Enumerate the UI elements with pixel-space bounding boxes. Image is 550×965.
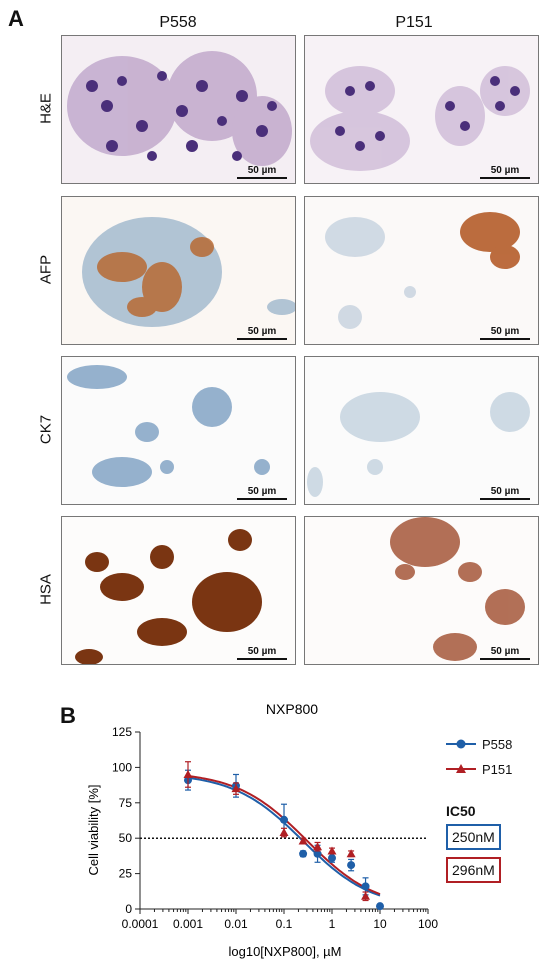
data-point-p558: [361, 882, 370, 891]
ic50-value-p151: 296nM: [446, 857, 501, 883]
chart-legend: P558 P151: [446, 734, 546, 779]
x-tick-label: 1: [329, 917, 336, 931]
data-point-p558: [347, 861, 356, 870]
panel-b-label: B: [60, 703, 76, 728]
x-tick-label: 0.0001: [122, 917, 159, 931]
legend-item-p151: P151: [446, 759, 546, 779]
y-tick-label: 75: [119, 796, 133, 810]
scale-bar: 50 µm: [237, 326, 287, 340]
micrograph-afp-p151: 50 µm: [304, 196, 539, 345]
micrograph-he-p558: 50 µm: [61, 35, 296, 184]
micrograph-afp-p558: 50 µm: [61, 196, 296, 345]
scale-bar: 50 µm: [237, 646, 287, 660]
data-point-p558: [313, 849, 322, 858]
y-tick-label: 125: [112, 725, 132, 739]
data-point-p151: [231, 784, 241, 793]
y-tick-label: 50: [119, 831, 133, 845]
scale-bar: 50 µm: [480, 486, 530, 500]
row-label-hsa: HSA: [37, 574, 55, 605]
scale-bar: 50 µm: [237, 165, 287, 179]
scale-bar: 50 µm: [237, 486, 287, 500]
micrograph-ck7-p558: 50 µm: [61, 356, 296, 505]
dose-response-chart: NXP800 Cell viability [%] log10[NXP800],…: [86, 701, 438, 959]
data-point-p558: [328, 854, 336, 863]
chart-title: NXP800: [266, 701, 318, 717]
data-point-p151: [279, 828, 289, 837]
data-point-p151: [346, 849, 356, 858]
data-point-p151: [361, 891, 371, 900]
micrograph-hsa-p151: 50 µm: [304, 516, 539, 665]
data-point-p151: [313, 842, 323, 851]
scale-bar: 50 µm: [480, 646, 530, 660]
data-point-p558: [280, 815, 288, 824]
y-tick-label: 100: [112, 760, 132, 774]
legend-marker-circle: [446, 739, 476, 749]
x-tick-label: 0.1: [276, 917, 293, 931]
ic50-title: IC50: [446, 803, 476, 819]
column-title-p151: P151: [395, 14, 433, 31]
x-tick-label: 0.001: [173, 917, 203, 931]
micrograph-ck7-p151: 50 µm: [304, 356, 539, 505]
x-axis-label: log10[NXP800], µM: [229, 944, 342, 959]
ic50-value-p558: 250nM: [446, 824, 501, 850]
data-point-p558: [299, 849, 308, 858]
scale-bar: 50 µm: [480, 165, 530, 179]
legend-item-p558: P558: [446, 734, 546, 754]
data-point-p151: [298, 836, 308, 845]
data-point-p151: [183, 769, 193, 778]
panel-a-label: A: [8, 6, 24, 31]
x-tick-label: 10: [373, 917, 387, 931]
row-label-he: H&E: [37, 93, 55, 124]
data-point-p151: [327, 846, 337, 855]
legend-label: P151: [482, 761, 513, 777]
data-point-p558: [376, 902, 384, 911]
scale-bar: 50 µm: [480, 326, 530, 340]
x-tick-label: 0.01: [224, 917, 248, 931]
micrograph-hsa-p558: 50 µm: [61, 516, 296, 665]
x-tick-label: 100: [418, 917, 438, 931]
row-label-afp: AFP: [37, 254, 55, 285]
y-tick-label: 25: [119, 867, 133, 881]
legend-label: P558: [482, 736, 513, 752]
column-title-p558: P558: [159, 14, 197, 31]
row-label-ck7: CK7: [37, 414, 55, 445]
micrograph-he-p151: 50 µm: [304, 35, 539, 184]
y-tick-label: 0: [125, 902, 132, 916]
legend-marker-triangle: [446, 764, 476, 773]
y-axis-label: Cell viability [%]: [86, 784, 101, 875]
